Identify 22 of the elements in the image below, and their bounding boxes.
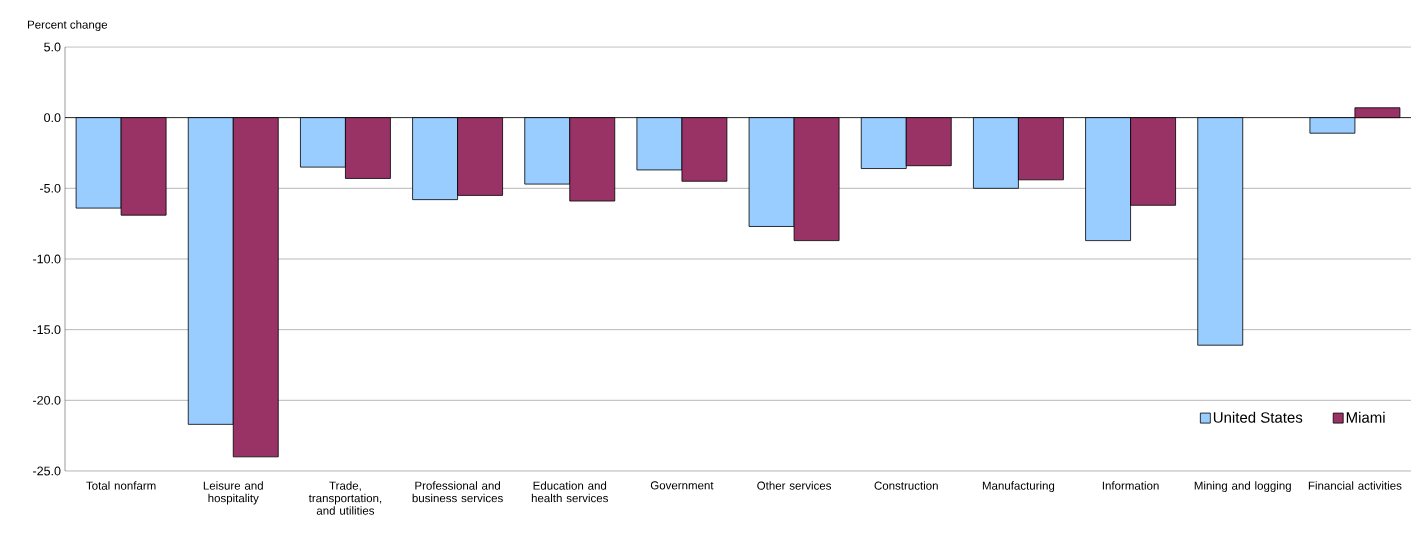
y-tick-label: 0.0 (44, 113, 61, 123)
legend-label: Miami (1346, 411, 1385, 423)
x-tick-label: Mining and logging (1194, 481, 1291, 492)
y-tick-label: -25.0 (33, 466, 61, 476)
y-tick-label: 5.0 (44, 42, 61, 52)
x-tick-label: Leisure and hospitality (203, 481, 263, 505)
x-tick-label: Professional and business services (412, 481, 503, 503)
y-tick-label: -15.0 (33, 325, 61, 335)
x-tick-label: Trade, transportation, and utilities (308, 481, 382, 515)
y-tick-label: -5.0 (39, 183, 61, 193)
x-tick-label: Government (650, 481, 714, 490)
x-tick-label: Education and health services (531, 481, 608, 503)
x-tick-label: Construction (874, 481, 938, 490)
x-tick-label: Manufacturing (982, 481, 1055, 492)
x-tick-label: Total nonfarm (86, 481, 156, 490)
y-tick-label: -10.0 (33, 254, 61, 264)
y-tick-label: -20.0 (33, 395, 61, 405)
x-tick-label: Information (1102, 481, 1159, 490)
x-tick-label: Financial activities (1308, 481, 1402, 490)
legend-label: United States (1213, 411, 1303, 423)
x-tick-label: Other services (757, 481, 832, 490)
y-axis-title: Percent change (27, 20, 108, 31)
